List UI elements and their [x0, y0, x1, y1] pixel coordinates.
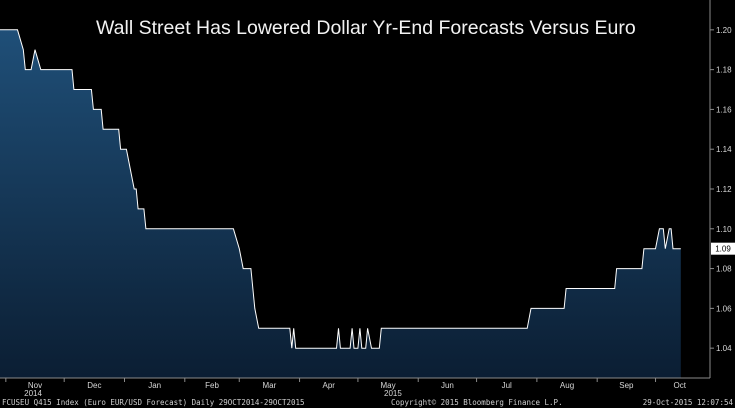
y-tick-label: 1.16 [716, 105, 732, 114]
x-tick-label: Jun [441, 381, 454, 390]
y-tick-label: 1.12 [716, 185, 732, 194]
y-tick-label: 1.04 [716, 344, 732, 353]
series-line [0, 29, 681, 349]
x-tick-label: Jan [148, 381, 161, 390]
x-year-label: 2015 [384, 389, 402, 398]
footer-copyright: Copyright© 2015 Bloomberg Finance L.P. [391, 398, 563, 407]
y-tick-label: 1.18 [716, 66, 732, 75]
x-axis: Nov Dec Jan Feb Mar Apr May Jun Jul Aug Sep Oct [5, 378, 687, 390]
x-tick-label: Oct [674, 381, 687, 390]
x-tick-label: Apr [323, 381, 336, 390]
x-tick-label: Feb [205, 381, 219, 390]
y-tick-label: 1.14 [716, 145, 732, 154]
chart-title: Wall Street Has Lowered Dollar Yr-End Fo… [96, 17, 636, 39]
x-tick-label: Nov [28, 381, 42, 390]
series-area [0, 29, 681, 379]
x-tick-label: May [381, 381, 396, 390]
y-tick-label: 1.20 [716, 26, 732, 35]
year-labels: 2014 2015 [24, 389, 402, 398]
footer-timestamp: 29-Oct-2015 12:07:54 [643, 398, 734, 407]
x-tick-label: Sep [619, 381, 634, 390]
x-tick-label: Dec [87, 381, 101, 390]
y-tick-label: 1.08 [716, 265, 732, 274]
x-year-label: 2014 [24, 389, 42, 398]
last-value-label: 1.09 [715, 245, 731, 254]
x-tick-label: Jul [502, 381, 512, 390]
last-value-badge: 1.09 [711, 242, 735, 255]
y-tick-label: 1.10 [716, 225, 732, 234]
y-axis: 1.04 1.06 1.08 1.10 1.12 1.14 1.16 1.18 1.20 [710, 26, 732, 353]
x-tick-label: Mar [263, 381, 277, 390]
y-tick-label: 1.06 [716, 304, 732, 313]
x-tick-label: Aug [560, 381, 574, 390]
footer-security-description: FCUSEU Q415 Index (Euro EUR/USD Forecast… [2, 398, 305, 407]
